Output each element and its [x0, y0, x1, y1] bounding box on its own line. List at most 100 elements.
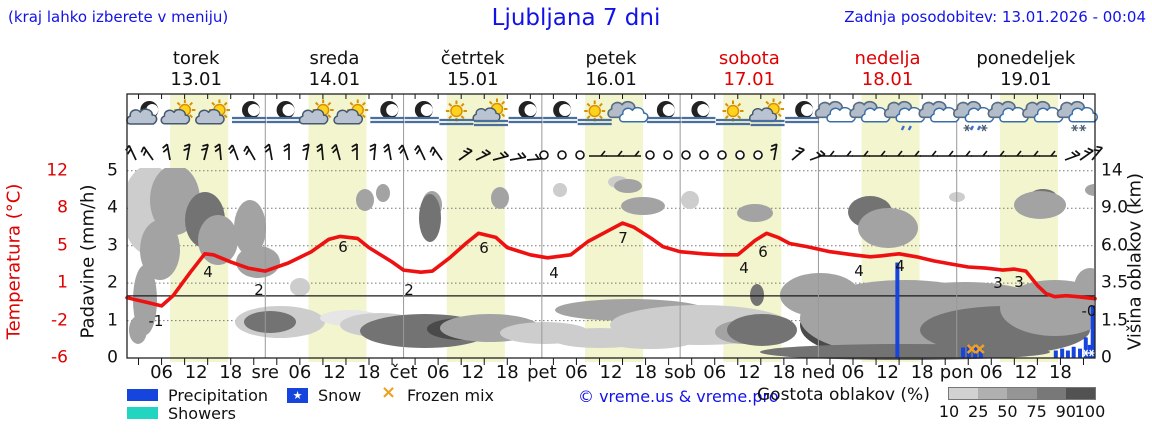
- x-label-ned: ned: [801, 362, 836, 383]
- wind-barb: [623, 150, 641, 157]
- temp-label: -1: [149, 312, 164, 330]
- precip-bar: [1065, 350, 1070, 358]
- precip-bar: [1071, 346, 1076, 358]
- temp-tick-12: 12: [46, 160, 68, 181]
- temp-tick--6: -6: [51, 347, 68, 368]
- x-label-hour: 18: [219, 362, 243, 383]
- wind-barb: [852, 150, 870, 157]
- weather-icon-sun-cloud: [195, 99, 230, 125]
- weather-icon-sun-cloud: [333, 99, 369, 125]
- weather-icon-moon-fog: [232, 101, 267, 124]
- x-label-hour: 18: [910, 362, 934, 383]
- x-label-hour: 18: [634, 362, 658, 383]
- x-label-hour: 18: [1048, 362, 1072, 383]
- wind-barb: [383, 143, 392, 161]
- page-title: Ljubljana 7 dni: [491, 5, 661, 31]
- x-label-hour: 06: [841, 362, 865, 383]
- day-date-sreda: 14.01: [308, 69, 361, 90]
- weather-icon-sun-cloud-fog: [749, 98, 785, 127]
- wind-barb: [398, 144, 409, 161]
- weather-icon-moon-fog: [681, 101, 716, 124]
- density-tick-90: 90: [1055, 402, 1076, 421]
- density-segment: [1065, 388, 1096, 399]
- plot-border: [126, 93, 1096, 359]
- cloud-density-field: [128, 168, 1094, 360]
- wind-barb: [201, 143, 209, 161]
- legend-snow-label: Snow: [318, 386, 362, 405]
- wind-barb: [818, 150, 836, 157]
- x-label-pon: pon: [939, 362, 974, 383]
- temp-label: 6: [758, 243, 768, 261]
- wind-barb: [330, 143, 341, 161]
- temp-label: 4: [739, 259, 749, 277]
- weather-icon-moon-fog: [785, 101, 820, 124]
- snow-mark: [1088, 349, 1096, 357]
- x-label-hour: 06: [979, 362, 1003, 383]
- temp-tick-5: 5: [57, 235, 68, 256]
- wind-barb: [414, 145, 426, 161]
- precip-bar: [1087, 344, 1092, 358]
- snow-swatch: ★: [287, 388, 308, 403]
- x-label-sob: sob: [664, 362, 697, 383]
- x-label-hour: 12: [322, 362, 346, 383]
- day-date-nedelja: 18.01: [861, 69, 914, 90]
- day-date-torek: 13.01: [170, 69, 222, 90]
- precip-tick-3: 3: [107, 235, 118, 256]
- wind-barb: [835, 150, 853, 157]
- x-label-sre: sre: [251, 362, 280, 383]
- wind-calm-circle: [575, 150, 585, 160]
- wind-calm-circle: [557, 150, 567, 160]
- wind-barb: [369, 143, 377, 161]
- temp-label: 4: [895, 257, 905, 275]
- cloud-height-tick-14: 14: [1101, 160, 1123, 181]
- day-date-ponedeljek: 19.01: [1000, 69, 1052, 90]
- temp-label: -0: [1082, 302, 1097, 320]
- weather-icon-moon-cloud: [126, 101, 159, 125]
- x-label-hour: 06: [703, 362, 727, 383]
- precip-bar: [961, 347, 966, 358]
- x-label-hour: 12: [737, 362, 761, 383]
- wind-barb: [988, 150, 1006, 157]
- x-label-hour: 06: [150, 362, 174, 383]
- x-label-hour: 18: [495, 362, 519, 383]
- temp-label: 2: [254, 281, 264, 299]
- day-date-sobota: 17.01: [723, 69, 776, 90]
- wind-barb: [937, 150, 955, 157]
- cloud-height-tick-9.0: 9.0: [1101, 197, 1129, 218]
- weather-icon-moon-fog: [404, 101, 439, 124]
- showers-swatch: [127, 407, 158, 419]
- weather-icon-cloud: [814, 100, 856, 123]
- menu-hint-note: (kraj lahko izberete v meniju): [8, 8, 229, 26]
- precip-bar: [1083, 337, 1088, 358]
- day-name-petek: petek: [585, 48, 637, 69]
- x-label-hour: 06: [288, 362, 312, 383]
- credit-link[interactable]: © vreme.us & vreme.pro: [578, 387, 779, 406]
- x-label-hour: 18: [357, 362, 381, 383]
- density-tick-50: 50: [997, 402, 1018, 421]
- weather-icon-sun-cloud: [160, 99, 196, 125]
- precip-bar: [1060, 348, 1065, 358]
- day-name-četrtek: četrtek: [440, 48, 505, 69]
- wind-barb: [1079, 147, 1094, 161]
- weather-icon-cloud-snow: [1056, 100, 1098, 132]
- weather-icon-cloud: [1022, 100, 1064, 123]
- day-date-četrtek: 15.01: [446, 69, 499, 90]
- wind-barb: [1039, 150, 1057, 157]
- weather-icon-moon-fog: [543, 101, 578, 124]
- last-update-text: Zadnja posodobitev: 13.01.2026 - 00:04: [844, 8, 1146, 26]
- x-label-hour: 12: [1014, 362, 1038, 383]
- wind-calm-circle: [681, 150, 691, 160]
- wind-barb: [954, 150, 972, 157]
- legend-showers-label: Showers: [168, 404, 236, 423]
- x-label-čet: čet: [389, 362, 418, 383]
- day-name-sobota: sobota: [718, 48, 780, 69]
- wind-barb: [869, 150, 887, 157]
- wind-barb: [606, 150, 624, 157]
- weather-icon-moon-fog: [370, 101, 405, 124]
- temp-label: 7: [618, 229, 628, 247]
- frozen-mix-mark: [966, 344, 977, 354]
- cloud-density-scale: [948, 387, 1096, 400]
- cloud-density-label: Gostota oblakov (%): [757, 385, 930, 405]
- wind-barb: [302, 143, 310, 161]
